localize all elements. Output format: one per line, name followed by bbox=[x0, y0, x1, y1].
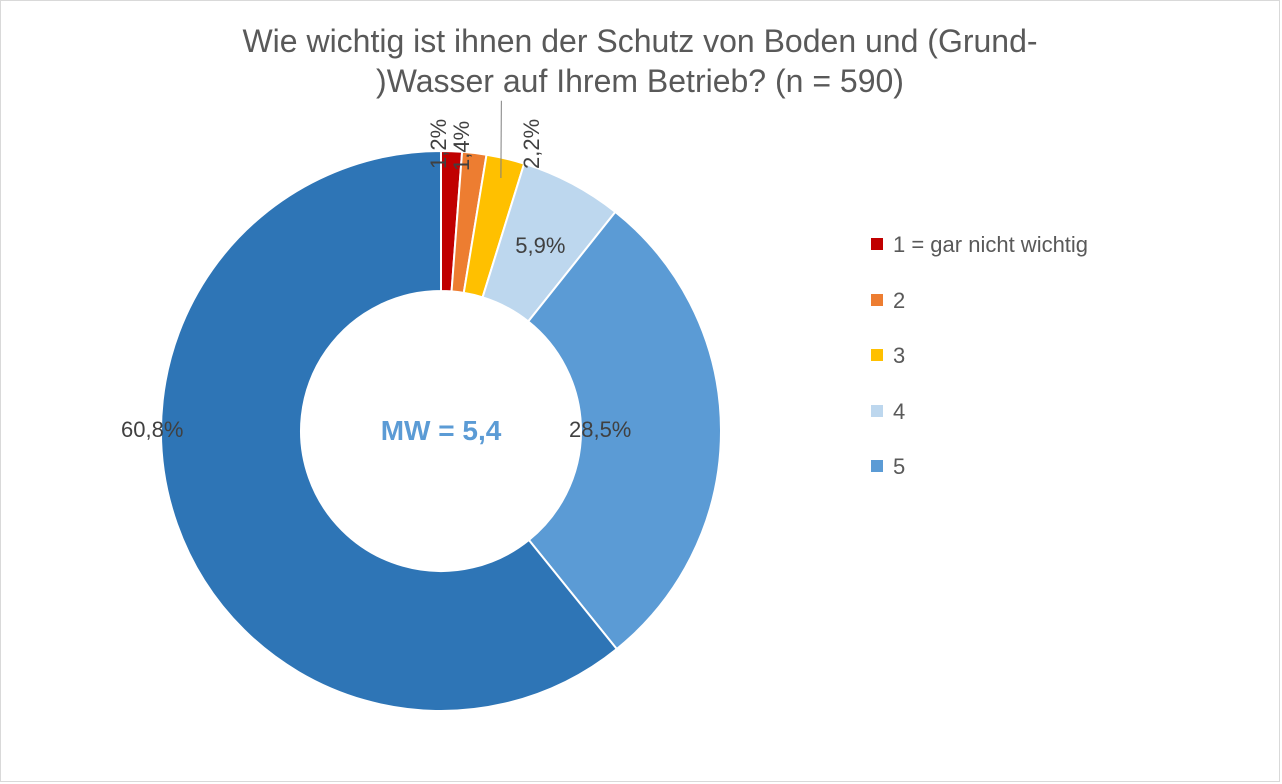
legend-item-2: 2 bbox=[871, 287, 1088, 315]
legend-label: 2 bbox=[893, 287, 905, 315]
slice-label-5: 28,5% bbox=[569, 417, 631, 443]
legend-item-5: 5 bbox=[871, 453, 1088, 481]
legend-swatch bbox=[871, 405, 883, 417]
legend-label: 1 = gar nicht wichtig bbox=[893, 231, 1088, 259]
legend: 1 = gar nicht wichtig 2 3 4 5 bbox=[871, 231, 1088, 509]
legend-item-3: 3 bbox=[871, 342, 1088, 370]
donut-chart: MW = 5,4 1,2%1,4%2,2%5,9%28,5%60,8% bbox=[131, 121, 751, 741]
center-label: MW = 5,4 bbox=[381, 415, 502, 447]
chart-container: Wie wichtig ist ihnen der Schutz von Bod… bbox=[0, 0, 1280, 782]
chart-title: Wie wichtig ist ihnen der Schutz von Bod… bbox=[1, 21, 1279, 101]
legend-swatch bbox=[871, 294, 883, 306]
slice-label-6: 60,8% bbox=[121, 417, 183, 443]
slice-label-1: 1,2% bbox=[426, 119, 452, 169]
legend-swatch bbox=[871, 349, 883, 361]
legend-item-1: 1 = gar nicht wichtig bbox=[871, 231, 1088, 259]
legend-label: 5 bbox=[893, 453, 905, 481]
slice-label-3: 2,2% bbox=[519, 119, 545, 169]
legend-swatch bbox=[871, 238, 883, 250]
legend-label: 4 bbox=[893, 398, 905, 426]
slice-label-2: 1,4% bbox=[449, 121, 475, 171]
legend-swatch bbox=[871, 460, 883, 472]
slice-label-4: 5,9% bbox=[515, 233, 565, 259]
legend-item-4: 4 bbox=[871, 398, 1088, 426]
legend-label: 3 bbox=[893, 342, 905, 370]
